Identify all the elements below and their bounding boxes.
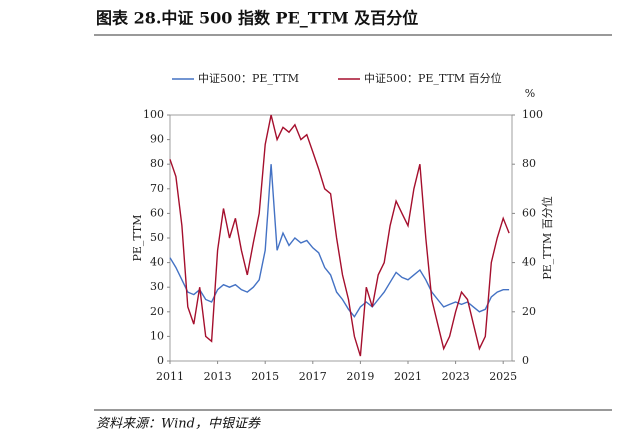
x-tick-label: 2011 <box>156 370 184 383</box>
x-tick-label: 2015 <box>251 370 279 383</box>
y2-tick-label: 60 <box>522 206 536 219</box>
x-tick-label: 2017 <box>299 370 327 383</box>
y-tick-label: 30 <box>150 280 164 293</box>
y-tick-label: 60 <box>150 206 164 219</box>
y-tick-label: 90 <box>150 133 164 146</box>
y-tick-label: 100 <box>143 108 164 121</box>
x-tick-label: 2023 <box>442 370 470 383</box>
series-line <box>169 164 510 318</box>
y2-tick-label: 100 <box>522 108 543 121</box>
y-tick-label: 10 <box>150 329 164 342</box>
y2-tick-label: 0 <box>522 354 529 367</box>
y2-tick-label: 80 <box>522 157 536 170</box>
plot-frame <box>169 114 513 362</box>
series-line <box>169 114 510 357</box>
y-tick-label: 40 <box>150 256 164 269</box>
x-tick-label: 2021 <box>394 370 422 383</box>
legend-label: 中证500：PE_TTM 百分位 <box>364 71 502 85</box>
x-tick-label: 2013 <box>204 370 232 383</box>
y-tick-label: 70 <box>150 182 164 195</box>
source: 资料来源：Wind，中银证券 <box>96 417 261 432</box>
legend-label: 中证500：PE_TTM <box>198 72 299 85</box>
y-tick-label: 80 <box>150 157 164 170</box>
y2-axis-title: PE_TTM 百分位 <box>540 196 554 280</box>
y2-unit: % <box>525 87 535 100</box>
y-axis-title: PE_TTM <box>131 214 144 261</box>
y-tick-label: 50 <box>150 231 164 244</box>
y2-tick-label: 40 <box>522 256 536 269</box>
chart-title: 图表 28.中证 500 指数 PE_TTM 及百分位 <box>96 9 418 28</box>
y-tick-label: 0 <box>157 354 164 367</box>
x-tick-label: 2025 <box>489 370 517 383</box>
x-tick-label: 2019 <box>346 370 374 383</box>
y2-tick-label: 20 <box>522 305 536 318</box>
y-tick-label: 20 <box>150 305 164 318</box>
